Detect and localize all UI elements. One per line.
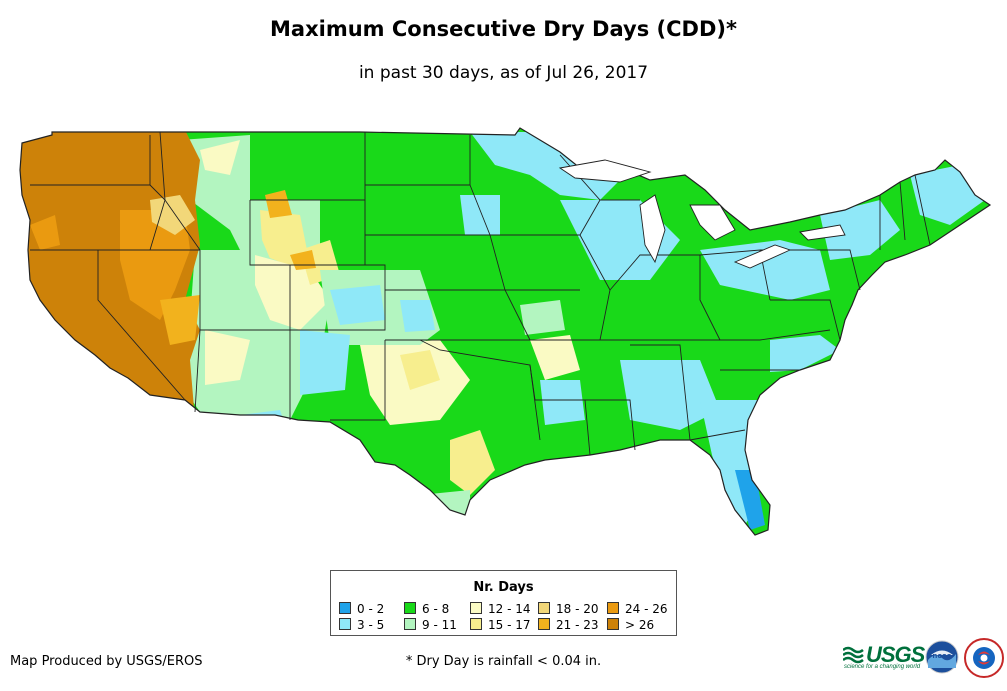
state-borders xyxy=(30,131,931,456)
zone-21-23-swnv xyxy=(160,295,200,345)
legend-swatch xyxy=(607,602,619,614)
map-subtitle: in past 30 days, as of Jul 26, 2017 xyxy=(358,63,649,83)
zone-12-14-arkansas xyxy=(530,335,580,380)
nws-logo xyxy=(964,638,1004,678)
lake-erie xyxy=(733,244,792,269)
legend-label: 0 - 2 xyxy=(357,602,385,616)
svg-text:noaa: noaa xyxy=(932,652,952,660)
usgs-wave-icon xyxy=(843,646,864,664)
zone-3-5-kansas xyxy=(330,285,385,325)
border-mn-ia-mo xyxy=(469,184,531,341)
border-new-england xyxy=(879,174,931,250)
legend-item: 6 - 8 xyxy=(404,602,449,616)
lake-ontario xyxy=(799,224,846,241)
lake-superior xyxy=(558,159,652,183)
legend-label: 21 - 23 xyxy=(556,618,599,632)
lake-huron xyxy=(689,204,736,241)
zone-9-11-missouri xyxy=(520,300,565,335)
legend-label: > 26 xyxy=(625,618,655,632)
border-tn-ky xyxy=(600,329,831,341)
legend-item: 0 - 2 xyxy=(339,602,384,616)
border-al-ga xyxy=(630,344,691,441)
footnote: * Dry Day is rainfall < 0.04 in. xyxy=(405,654,602,669)
legend-swatch xyxy=(404,618,416,630)
border-ar-la-ms xyxy=(529,364,591,456)
zone-3-5-okl xyxy=(400,300,435,332)
zone-15-17-stx xyxy=(450,430,495,495)
legend-swatch xyxy=(470,602,482,614)
legend-swatch xyxy=(404,602,416,614)
legend-swatch xyxy=(339,618,351,630)
zone-3-5-sdakota xyxy=(460,195,500,235)
legend-item: 18 - 20 xyxy=(538,602,599,616)
border-va-wv xyxy=(770,299,841,341)
usgs-tagline: science for a changing world xyxy=(844,664,921,670)
legend-swatch xyxy=(607,618,619,630)
legend-swatch xyxy=(538,618,550,630)
legend-swatch xyxy=(538,602,550,614)
zone-21-23-wy xyxy=(265,190,292,218)
lake-michigan xyxy=(639,194,666,264)
legend-title: Nr. Days xyxy=(473,580,534,595)
noaa-logo: noaa xyxy=(925,640,959,674)
zone-15-17-texas xyxy=(400,350,440,390)
legend-item: 24 - 26 xyxy=(607,602,668,616)
legend-label: 6 - 8 xyxy=(422,602,450,616)
great-lakes xyxy=(558,159,846,269)
cdd-map xyxy=(19,127,992,536)
border-ok-tx xyxy=(419,339,541,441)
zone-12-14-montana xyxy=(200,140,240,175)
border-ga-fl xyxy=(689,429,746,441)
legend-item: 12 - 14 xyxy=(470,602,531,616)
border-co-ks xyxy=(290,264,386,331)
border-mo-il xyxy=(530,234,611,341)
zone-18-20-idaho xyxy=(150,195,195,235)
legend-label: 9 - 11 xyxy=(422,618,457,632)
map-title: Maximum Consecutive Dry Days (CDD)* xyxy=(270,17,737,41)
legend: Nr. Days 0 - 2 3 - 5 6 - 8 9 - 11 12 - 1… xyxy=(330,570,677,636)
zone-12-14-arizona xyxy=(205,330,250,385)
us-outline xyxy=(19,127,992,536)
zone-3-5-la xyxy=(540,380,585,425)
border-wy xyxy=(249,200,366,266)
zone-3-5-nm xyxy=(300,330,350,395)
zone-9-11-stip xyxy=(420,490,470,515)
legend-item: 21 - 23 xyxy=(538,618,599,632)
border-id-mt xyxy=(159,131,201,251)
border-ms-al xyxy=(585,399,636,451)
zone-3-5-carolinas xyxy=(770,335,840,372)
legend-swatch xyxy=(339,602,351,614)
legend-label: 12 - 14 xyxy=(488,602,531,616)
border-nm-tx xyxy=(330,340,386,421)
zone-3-5-ohio-pa xyxy=(700,240,830,300)
legend-label: 24 - 26 xyxy=(625,602,668,616)
legend-label: 15 - 17 xyxy=(488,618,531,632)
border-ca-nv xyxy=(97,250,186,401)
legend-swatch xyxy=(470,618,482,630)
legend-label: 3 - 5 xyxy=(357,618,385,632)
legend-item: > 26 xyxy=(607,618,654,632)
legend-item: 9 - 11 xyxy=(404,618,457,632)
legend-item: 3 - 5 xyxy=(339,618,384,632)
legend-label: 18 - 20 xyxy=(556,602,599,616)
zone-3-5-alabama xyxy=(620,360,720,430)
zone-24-26-nca xyxy=(30,215,60,250)
zone-24-26-nevada xyxy=(120,210,190,320)
credit-text: Map Produced by USGS/EROS xyxy=(10,654,203,669)
legend-item: 15 - 17 xyxy=(470,618,531,632)
usgs-logo: USGS xyxy=(866,642,925,667)
